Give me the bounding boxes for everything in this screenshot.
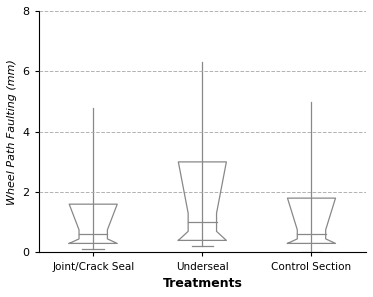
X-axis label: Treatments: Treatments [162, 277, 242, 290]
Y-axis label: Wheel Path Faulting (mm): Wheel Path Faulting (mm) [7, 59, 17, 205]
